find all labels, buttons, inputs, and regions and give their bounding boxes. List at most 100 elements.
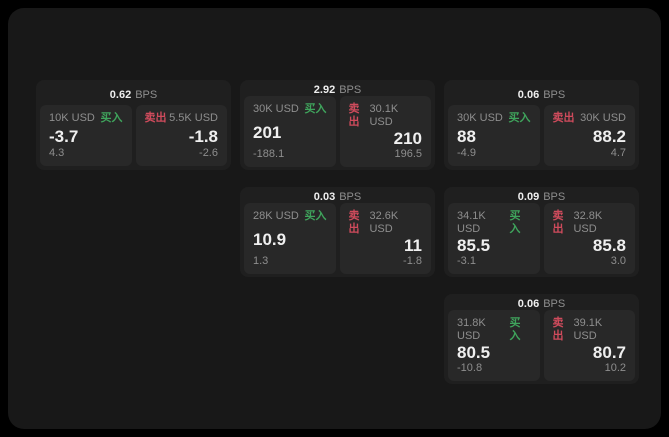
buy-quote-tile[interactable]: 10K USD 买入 -3.7 4.3 [40,105,132,166]
main-panel: 0.62 BPS 10K USD 买入 -3.7 4.3 卖出 5.5K USD… [8,8,661,429]
sell-price: 210 [393,129,422,148]
buy-side-label: 买入 [100,112,123,124]
buy-quote-tile[interactable]: 30K USD 买入 201 -188.1 [244,96,336,167]
sell-price: 80.7 [592,343,626,362]
bps-suffix-label: BPS [339,191,362,203]
buy-quote-tile[interactable]: 28K USD 买入 10.9 1.3 [244,203,336,274]
quote-card: 0.06 BPS 31.8K USD 买入 80.5 -10.8 卖出 39.1… [444,294,639,384]
bps-suffix-label: BPS [135,88,158,101]
buy-tile-top: 31.8K USD 买入 [457,317,531,343]
buy-price: 88 [457,126,476,146]
buy-amount: 30K USD [253,103,299,115]
buy-price: 10.9 [253,229,287,249]
sell-quote-tile[interactable]: 卖出 30.1K USD 210 196.5 [339,96,431,167]
bps-header: 2.92 BPS [244,84,431,96]
sell-delta: -2.6 [199,147,218,159]
quote-body: 34.1K USD 买入 85.5 -3.1 卖出 32.8K USD 85.8… [448,203,635,274]
buy-price: -3.7 [49,126,79,146]
bps-value: 0.06 [517,298,540,310]
sell-delta: -1.8 [403,255,422,267]
bps-suffix-label: BPS [543,88,566,101]
bps-value: 0.09 [517,191,540,203]
buy-tile-top: 28K USD 买入 [253,210,327,223]
quote-body: 31.8K USD 买入 80.5 -10.8 卖出 39.1K USD 80.… [448,310,635,381]
sell-tile-top: 卖出 39.1K USD [553,317,627,343]
sell-quote-tile[interactable]: 卖出 30K USD 88.2 4.7 [543,105,635,166]
sell-quote-tile[interactable]: 卖出 39.1K USD 80.7 10.2 [543,310,635,381]
quote-body: 28K USD 买入 10.9 1.3 卖出 32.6K USD 11 -1.8 [244,203,431,274]
buy-amount: 31.8K USD [457,317,486,342]
buy-delta: -3.1 [457,255,476,267]
bps-header: 0.03 BPS [244,191,431,203]
sell-price: -1.8 [188,126,218,146]
buy-delta: 4.3 [49,147,65,159]
buy-delta: -4.9 [457,147,476,159]
sell-delta: 4.7 [610,147,626,159]
quote-body: 30K USD 买入 88 -4.9 卖出 30K USD 88.2 4.7 [448,105,635,166]
buy-quote-tile[interactable]: 31.8K USD 买入 80.5 -10.8 [448,310,540,381]
buy-delta: -10.8 [457,362,483,374]
sell-amount: 32.6K USD [369,210,399,235]
bps-suffix-label: BPS [543,298,566,310]
sell-amount: 39.1K USD [573,317,603,342]
buy-tile-top: 10K USD 买入 [49,112,123,125]
sell-side-label: 卖出 [144,112,167,124]
bps-header: 0.06 BPS [448,84,635,105]
sell-quote-tile[interactable]: 卖出 32.6K USD 11 -1.8 [339,203,431,274]
buy-price: 80.5 [457,343,491,362]
sell-tile-top: 卖出 30.1K USD [349,103,423,129]
sell-amount: 5.5K USD [169,112,218,124]
sell-price: 85.8 [592,236,626,255]
buy-quote-tile[interactable]: 30K USD 买入 88 -4.9 [448,105,540,166]
sell-delta: 196.5 [394,148,422,160]
quote-card: 0.06 BPS 30K USD 买入 88 -4.9 卖出 30K USD 8… [444,80,639,170]
buy-side-label: 买入 [304,103,327,115]
quote-card: 2.92 BPS 30K USD 买入 201 -188.1 卖出 30.1K … [240,80,435,170]
sell-amount: 30.1K USD [369,103,399,128]
sell-side-label: 卖出 [552,317,564,342]
buy-side-label: 买入 [304,210,327,222]
bps-header: 0.62 BPS [40,84,227,105]
bps-header: 0.09 BPS [448,191,635,203]
buy-side-label: 买入 [509,317,521,342]
buy-tile-top: 30K USD 买入 [457,112,531,125]
sell-amount: 32.8K USD [573,210,603,235]
quote-body: 10K USD 买入 -3.7 4.3 卖出 5.5K USD -1.8 -2.… [40,105,227,166]
buy-delta: -188.1 [253,148,285,160]
sell-tile-top: 卖出 30K USD [553,112,627,125]
quote-card: 0.09 BPS 34.1K USD 买入 85.5 -3.1 卖出 32.8K… [444,187,639,277]
buy-amount: 28K USD [253,210,299,222]
buy-quote-tile[interactable]: 34.1K USD 买入 85.5 -3.1 [448,203,540,274]
buy-price: 201 [253,122,282,142]
sell-side-label: 卖出 [552,210,564,235]
buy-amount: 34.1K USD [457,210,486,235]
buy-amount: 10K USD [49,112,95,124]
quote-card: 0.62 BPS 10K USD 买入 -3.7 4.3 卖出 5.5K USD… [36,80,231,170]
sell-price: 88.2 [592,126,626,146]
bps-suffix-label: BPS [339,84,362,96]
bps-value: 0.03 [313,191,336,203]
sell-delta: 3.0 [610,255,626,267]
buy-delta: 1.3 [253,255,269,267]
sell-delta: 10.2 [604,362,626,374]
sell-quote-tile[interactable]: 卖出 5.5K USD -1.8 -2.6 [135,105,227,166]
sell-quote-tile[interactable]: 卖出 32.8K USD 85.8 3.0 [543,203,635,274]
sell-price: 11 [404,236,422,255]
sell-amount: 30K USD [580,112,626,124]
quote-card: 0.03 BPS 28K USD 买入 10.9 1.3 卖出 32.6K US… [240,187,435,277]
bps-value: 0.62 [109,88,132,101]
bps-value: 2.92 [313,84,336,96]
buy-side-label: 买入 [509,210,521,235]
bps-header: 0.06 BPS [448,298,635,310]
buy-tile-top: 30K USD 买入 [253,103,327,116]
sell-tile-top: 卖出 5.5K USD [145,112,219,125]
buy-price: 85.5 [457,236,491,255]
sell-side-label: 卖出 [348,210,360,235]
buy-amount: 30K USD [457,112,503,124]
cards-grid: 0.62 BPS 10K USD 买入 -3.7 4.3 卖出 5.5K USD… [36,80,639,384]
buy-side-label: 买入 [508,112,531,124]
bps-value: 0.06 [517,88,540,101]
bps-suffix-label: BPS [543,191,566,203]
sell-tile-top: 卖出 32.8K USD [553,210,627,236]
sell-tile-top: 卖出 32.6K USD [349,210,423,236]
